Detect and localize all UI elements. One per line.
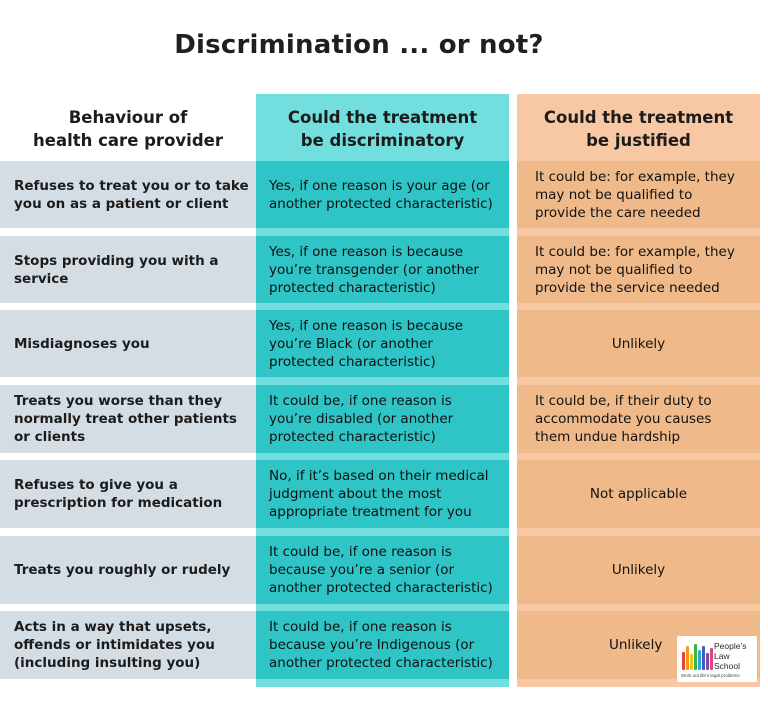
header-justified: Could the treatment be justified <box>517 104 760 154</box>
cell-line: No, if it’s based on their medical <box>269 468 489 484</box>
logo-bar <box>694 644 697 670</box>
cell-line: Refuses to treat you or to take <box>14 177 249 194</box>
behaviour-cell: Treats you worse than they normally trea… <box>0 385 256 453</box>
logo-bar <box>710 648 713 670</box>
cell-line: Refuses to give you a <box>14 477 178 493</box>
discriminatory-cell: Yes, if one reason is your age (or anoth… <box>256 161 509 228</box>
cell-line: It could be, if one reason is <box>269 393 452 409</box>
cell-line: another protected characteristic) <box>269 580 493 596</box>
page-title: Discrimination ... or not? <box>174 30 544 60</box>
table-row: Acts in a way that upsets, offends or in… <box>0 611 768 679</box>
cell-line: you’re transgender (or another <box>269 261 479 278</box>
cell-line: It could be, if their duty to <box>535 393 712 409</box>
behaviour-cell: Acts in a way that upsets, offends or in… <box>0 611 256 679</box>
cell-line: Misdiagnoses you <box>14 335 150 352</box>
discriminatory-cell: It could be, if one reason is because yo… <box>256 536 509 604</box>
logo-name-line: Law <box>714 651 730 661</box>
logo-bars-icon <box>682 644 713 670</box>
logo-bar <box>702 646 705 670</box>
cell-line: protected characteristic) <box>269 279 436 296</box>
cell-line: It could be: for example, they <box>535 243 735 260</box>
cell-line: Unlikely <box>611 335 666 352</box>
cell-line: accommodate you causes <box>535 411 712 427</box>
cell-line: provide the care needed <box>535 204 701 221</box>
cell-line: may not be qualified to <box>535 186 693 203</box>
cell-line: provide the service needed <box>535 279 720 296</box>
discriminatory-cell: Yes, if one reason is because you’re Bla… <box>256 310 509 377</box>
cell-line: Treats you worse than they <box>14 393 223 409</box>
header-behaviour: Behaviour of health care provider <box>0 104 256 154</box>
cell-line: Stops providing you with a <box>14 252 219 269</box>
header-line: be justified <box>586 131 691 150</box>
behaviour-cell: Treats you roughly or rudely <box>0 536 256 604</box>
justified-cell: It could be, if their duty to accommodat… <box>517 385 760 453</box>
logo-tagline: Work out life’s legal problems <box>681 673 740 678</box>
cell-line: prescription for medication <box>14 495 223 511</box>
cell-line: because you’re a senior (or <box>269 562 455 578</box>
cell-line: judgment about the most <box>269 486 442 502</box>
cell-line: you’re Black (or another <box>269 335 433 352</box>
cell-line: them undue hardship <box>535 429 681 445</box>
logo-name: People’s Law School <box>714 641 756 671</box>
table-row: Misdiagnoses you Yes, if one reason is b… <box>0 310 768 377</box>
header-line: Could the treatment <box>287 108 478 127</box>
table-row: Treats you worse than they normally trea… <box>0 385 768 453</box>
cell-line: (including insulting you) <box>14 655 201 671</box>
cell-line: offends or intimidates you <box>14 637 215 653</box>
cell-line: It could be: for example, they <box>535 168 735 185</box>
cell-line: protected characteristic) <box>269 429 436 445</box>
cell-line: It could be, if one reason is <box>269 619 452 635</box>
cell-line: because you’re Indigenous (or <box>269 637 475 653</box>
cell-line: Not applicable <box>589 486 688 502</box>
logo-name-line: People’s <box>714 641 747 651</box>
cell-line: Unlikely <box>609 637 663 653</box>
cell-line: Unlikely <box>611 562 666 578</box>
cell-line: Treats you roughly or rudely <box>14 562 231 578</box>
cell-line: normally treat other patients <box>14 411 237 427</box>
behaviour-cell: Misdiagnoses you <box>0 310 256 377</box>
logo-bar <box>682 652 685 670</box>
justified-cell: Unlikely <box>517 310 760 377</box>
table-row: Refuses to treat you or to take you on a… <box>0 161 768 228</box>
peoples-law-school-logo[interactable]: People’s Law School Work out life’s lega… <box>677 636 757 682</box>
cell-line: may not be qualified to <box>535 261 693 278</box>
logo-name-line: School <box>714 661 740 671</box>
discriminatory-cell: No, if it’s based on their medical judgm… <box>256 460 509 528</box>
header-line: be discriminatory <box>300 131 465 150</box>
cell-line: you on as a patient or client <box>14 195 229 212</box>
logo-bar <box>698 650 701 670</box>
behaviour-cell: Stops providing you with a service <box>0 236 256 303</box>
table-row: Stops providing you with a service Yes, … <box>0 236 768 303</box>
logo-bar <box>706 653 709 670</box>
behaviour-cell: Refuses to treat you or to take you on a… <box>0 161 256 228</box>
cell-line: Acts in a way that upsets, <box>14 619 212 635</box>
logo-bar <box>686 646 689 670</box>
cell-line: another protected characteristic) <box>269 195 493 212</box>
cell-line: Yes, if one reason is your age (or <box>269 177 490 194</box>
cell-line: Yes, if one reason is because <box>269 243 464 260</box>
cell-line: another protected characteristic) <box>269 655 493 671</box>
cell-line: Yes, if one reason is because <box>269 317 464 334</box>
discriminatory-cell: It could be, if one reason is because yo… <box>256 611 509 679</box>
cell-line: It could be, if one reason is <box>269 544 452 560</box>
justified-cell: It could be: for example, they may not b… <box>517 236 760 303</box>
justified-cell: Unlikely <box>517 536 760 604</box>
justified-cell: Not applicable <box>517 460 760 528</box>
cell-line: or clients <box>14 429 86 445</box>
cell-line: appropriate treatment for you <box>269 504 472 520</box>
header-line: Could the treatment <box>543 108 734 127</box>
table-row: Treats you roughly or rudely It could be… <box>0 536 768 604</box>
behaviour-cell: Refuses to give you a prescription for m… <box>0 460 256 528</box>
discriminatory-cell: Yes, if one reason is because you’re tra… <box>256 236 509 303</box>
cell-line: you’re disabled (or another <box>269 411 454 427</box>
cell-line: protected characteristic) <box>269 353 436 370</box>
header-discriminatory: Could the treatment be discriminatory <box>256 104 509 154</box>
discriminatory-cell: It could be, if one reason is you’re dis… <box>256 385 509 453</box>
table-row: Refuses to give you a prescription for m… <box>0 460 768 528</box>
header-line: Behaviour of <box>68 108 188 127</box>
cell-line: service <box>14 270 69 287</box>
justified-cell: It could be: for example, they may not b… <box>517 161 760 228</box>
header-line: health care provider <box>33 131 223 150</box>
logo-bar <box>690 654 693 670</box>
